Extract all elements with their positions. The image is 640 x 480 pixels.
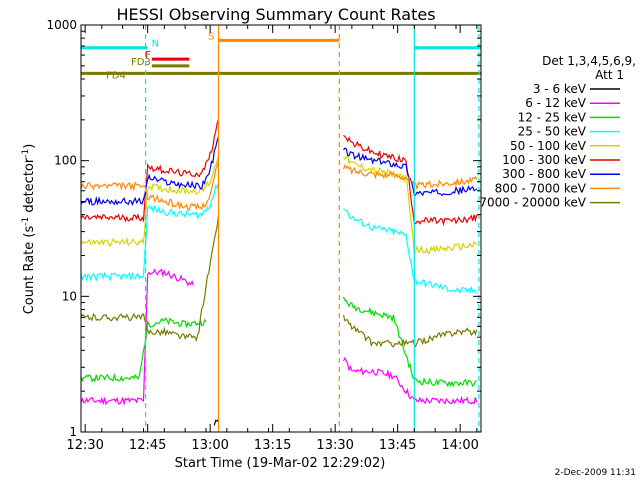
flag-label-5: S — [208, 31, 214, 42]
legend-label-2: 6 - 12 keV — [525, 96, 587, 110]
series-line-1 — [213, 418, 219, 426]
y-axis-label-sup2: -1 — [21, 149, 31, 158]
x-tick-label-6: 13:45 — [379, 438, 416, 453]
y-axis-label: Count Rate (s-1 detector-1) — [21, 144, 37, 315]
date-stamp: 2-Dec-2009 11:31 — [555, 468, 636, 478]
legend-label-8: 800 - 7000 keV — [495, 181, 587, 195]
y-tick-label-3: 100 — [54, 154, 77, 168]
y-tick-label-4: 1000 — [46, 18, 77, 32]
y-axis-label-main: Count Rate (s — [22, 226, 37, 315]
y-tick-label-1: 1 — [69, 425, 77, 439]
y-axis-label-end: ) — [22, 144, 37, 149]
legend-label-7: 300 - 800 keV — [502, 167, 586, 181]
legend-label-9: 7000 - 20000 keV — [479, 196, 586, 210]
axes-group: 1 10 100 1000 12:30 12:45 13:00 13:15 13:30 13:45… — [46, 18, 482, 453]
series-line-7 — [80, 136, 478, 206]
series-line-4 — [80, 181, 478, 295]
markers-group — [144, 25, 480, 432]
series-line-5 — [80, 154, 478, 256]
legend-label-6: 100 - 300 keV — [502, 153, 586, 167]
x-tick-label-1: 12:30 — [66, 438, 103, 453]
legend-label-3: 12 - 25 keV — [518, 110, 587, 124]
series-line-6 — [80, 119, 478, 227]
x-axis-label: Start Time (19-Mar-02 12:29:02) — [175, 456, 386, 471]
series-line-8 — [80, 160, 478, 211]
series-line-2 — [80, 268, 478, 406]
legend-header-line2: Att 1 — [595, 68, 624, 82]
x-tick-label-5: 13:30 — [316, 438, 353, 453]
y-tick-label-2: 10 — [62, 289, 77, 303]
y-axis-label-mid: detector — [22, 157, 37, 217]
series-group — [80, 119, 478, 426]
legend-header-line1: Det 1,3,4,5,6,9, — [542, 54, 636, 68]
legend-label-1: 3 - 6 keV — [533, 82, 587, 96]
chart-title: HESSI Observing Summary Count Rates — [116, 5, 435, 24]
x-tick-label-4: 13:15 — [254, 438, 291, 453]
series-line-3 — [80, 296, 477, 388]
flag-label-3: FD3 — [131, 57, 151, 68]
y-axis-label-sup1: -1 — [21, 217, 31, 226]
x-tick-label-3: 13:00 — [191, 438, 228, 453]
flag-label-2: F — [145, 50, 151, 61]
plot-frame — [80, 24, 482, 433]
x-tick-label-7: 14:00 — [441, 438, 478, 453]
legend-label-4: 25 - 50 keV — [518, 125, 587, 139]
flag-label-1: N — [152, 39, 159, 50]
x-tick-label-2: 12:45 — [129, 438, 166, 453]
flag-label-4: FD4 — [106, 70, 126, 81]
legend-label-5: 50 - 100 keV — [510, 139, 587, 153]
series-line-9 — [80, 214, 478, 348]
